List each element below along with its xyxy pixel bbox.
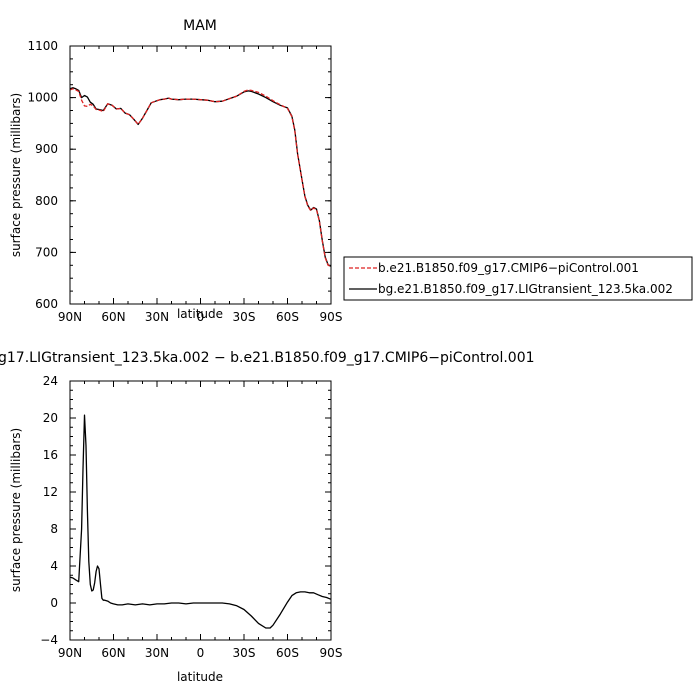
top-chart-x-tick-label: 90S — [320, 310, 343, 324]
top-chart-y-tick-label: 700 — [35, 245, 58, 259]
bottom-chart-x-tick-label: 30S — [233, 646, 256, 660]
bottom-chart-y-tick-label: 4 — [50, 559, 58, 573]
chart-legend: b.e21.B1850.f09_g17.CMIP6−piControl.001 … — [343, 256, 693, 301]
bottom-chart-y-tick-label: 20 — [43, 411, 58, 425]
top-chart-frame — [69, 45, 332, 305]
bottom-chart-title: bg.e21.B1850.f09_g17.LIGtransient_123.5k… — [0, 350, 535, 366]
top-chart: MAM surface pressure (millibars) 90N 60N 3… — [9, 18, 342, 324]
top-chart-x-tick-label: 90N — [58, 310, 82, 324]
top-chart-y-axis-label: surface pressure (millibars) — [9, 93, 23, 257]
bottom-chart-series-line-0 — [69, 414, 332, 629]
legend-label-control: b.e21.B1850.f09_g17.CMIP6−piControl.001 — [378, 261, 639, 275]
bottom-chart-y-axis-label: surface pressure (millibars) — [9, 428, 23, 592]
bottom-chart-x-tick-label: 90N — [58, 646, 82, 660]
bottom-chart-x-tick-label: 90S — [320, 646, 343, 660]
top-chart-x-axis-label: latitude — [177, 307, 223, 321]
bottom-chart-y-tick-label: −4 — [40, 633, 58, 647]
top-chart-series-line-1 — [69, 88, 332, 267]
top-chart-x-tick-label: 60N — [101, 310, 125, 324]
bottom-chart-y-tick-label: 8 — [50, 522, 58, 536]
bottom-chart-x-tick-label: 60N — [101, 646, 125, 660]
bottom-chart-y-tick-label: 24 — [43, 374, 58, 388]
top-chart-y-tick-label: 1100 — [27, 39, 58, 53]
bottom-chart-x-tick-label: 60S — [276, 646, 299, 660]
bottom-chart: bg.e21.B1850.f09_g17.LIGtransient_123.5k… — [0, 307, 535, 684]
legend-label-transient: bg.e21.B1850.f09_g17.LIGtransient_123.5k… — [378, 282, 673, 296]
top-chart-title: MAM — [183, 18, 217, 34]
top-chart-y-tick-label: 1000 — [27, 91, 58, 105]
bottom-chart-x-tick-label: 30N — [145, 646, 169, 660]
top-chart-ticks: 90N 60N 30N 0 30S 60S 90S 600 700 800 900 1000 1100 — [27, 39, 342, 324]
bottom-chart-y-tick-label: 16 — [43, 448, 58, 462]
top-chart-x-tick-label: 30N — [145, 310, 169, 324]
bottom-chart-x-tick-label: 0 — [197, 646, 205, 660]
top-chart-y-tick-label: 800 — [35, 194, 58, 208]
legend-box — [343, 256, 693, 301]
bottom-chart-lines — [69, 414, 332, 629]
top-chart-x-tick-label: 60S — [276, 310, 299, 324]
top-chart-y-tick-label: 600 — [35, 297, 58, 311]
bottom-chart-ticks: 90N 60N 30N 0 30S 60S 90S −4 0 4 8 12 16 20 24 — [40, 374, 342, 660]
top-chart-y-tick-label: 900 — [35, 142, 58, 156]
bottom-chart-y-tick-label: 12 — [43, 485, 58, 499]
top-chart-x-tick-label: 0 — [197, 310, 205, 324]
top-chart-series-line-0 — [69, 87, 332, 267]
bottom-chart-frame — [69, 380, 332, 641]
bottom-chart-x-axis-label: latitude — [177, 670, 223, 684]
top-chart-x-tick-label: 30S — [233, 310, 256, 324]
top-chart-lines — [69, 87, 332, 267]
bottom-chart-y-tick-label: 0 — [50, 596, 58, 610]
